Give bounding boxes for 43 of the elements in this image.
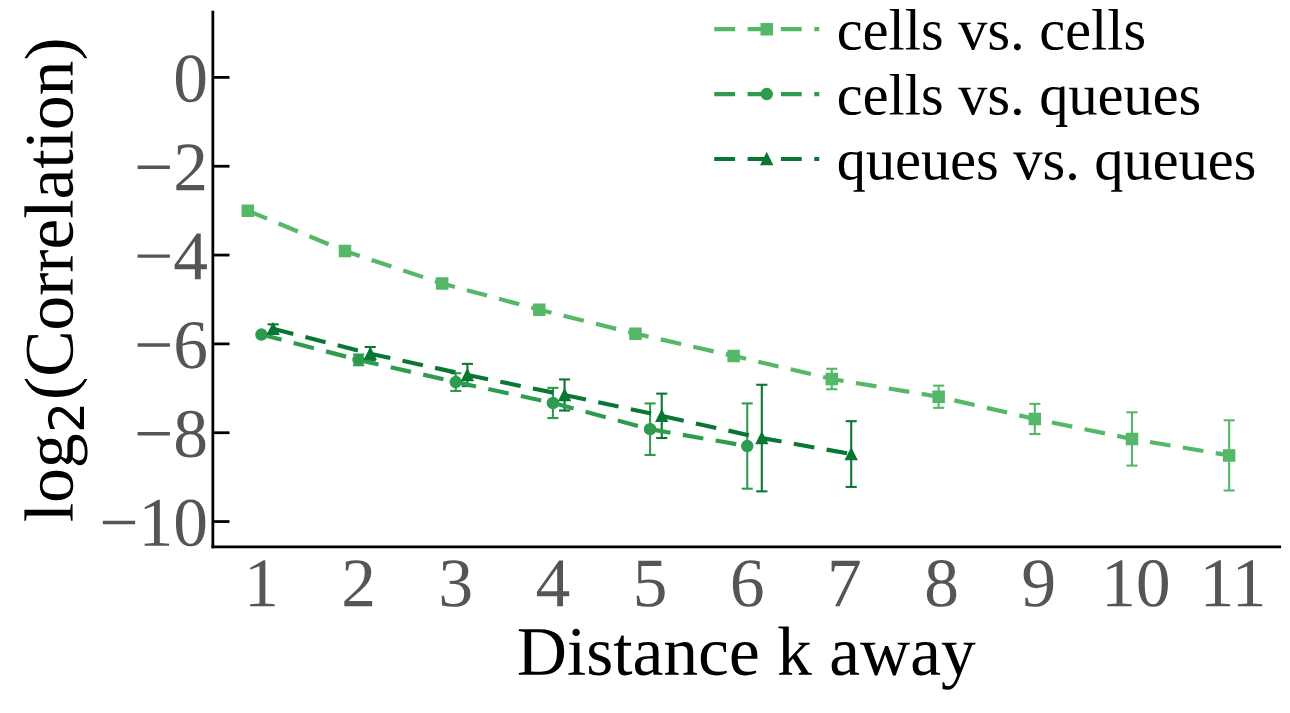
x-tick-label: 7	[831, 560, 860, 607]
y-tick-label: −6	[137, 322, 206, 369]
point	[533, 303, 546, 316]
point	[643, 422, 657, 436]
x-tick-label: 6	[732, 560, 763, 607]
x-tick-label: 10	[1107, 559, 1168, 607]
point	[844, 447, 858, 461]
point	[655, 409, 668, 423]
x-tick-label: 1	[250, 560, 275, 607]
y-tick-label: −4	[137, 233, 207, 280]
x-axis-title: Distance k away	[518, 626, 976, 690]
legend-label: queues vs. queues	[838, 151, 1255, 192]
point	[755, 431, 769, 445]
point	[546, 396, 560, 410]
legend-label: cells vs. cells	[838, 9, 1145, 51]
y-tick-label: 0	[175, 55, 206, 103]
point	[338, 244, 352, 258]
point	[727, 349, 740, 363]
point	[629, 327, 642, 340]
point	[435, 277, 449, 290]
x-tick-label: 5	[636, 560, 665, 607]
point	[241, 204, 255, 217]
point	[461, 368, 474, 382]
y-tick-label: −2	[137, 144, 205, 191]
x-tick-label: 4	[536, 560, 570, 607]
y-axis-title: log$_{2}$(Correlation)	[24, 40, 88, 521]
x-tick-label: 2	[344, 560, 373, 607]
y-tick-label: −10	[102, 499, 206, 547]
legend-label: cells vs. queues	[838, 74, 1200, 127]
point	[449, 375, 463, 389]
point	[558, 388, 571, 402]
point	[740, 439, 754, 453]
point	[255, 328, 268, 341]
y-tick-label: −8	[137, 410, 206, 458]
x-tick-label: 9	[1023, 560, 1054, 607]
x-tick-label: 3	[441, 560, 471, 607]
point	[1028, 412, 1042, 426]
x-tick-label: 11	[1205, 560, 1263, 607]
point	[1222, 449, 1236, 462]
point	[1125, 432, 1139, 446]
x-tick-label: 8	[926, 559, 957, 607]
point	[932, 390, 945, 404]
point	[825, 372, 839, 386]
